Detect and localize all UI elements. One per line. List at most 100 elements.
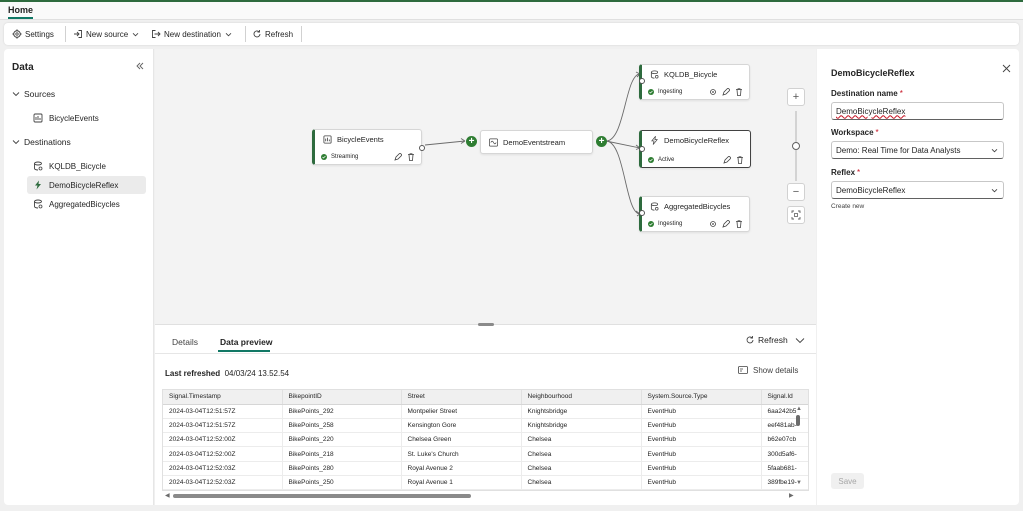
table-row[interactable]: 2024-03-04T12:52:03Z BikePoints_250 Royal … [163,475,808,490]
sidebar-item-kqldb-bicycle[interactable]: KQLDB_Bicycle [27,157,146,175]
node-title: KQLDB_Bicycle [650,70,717,79]
edit-icon[interactable] [723,156,731,164]
destination-node-aggregatedbicycles[interactable]: AggregatedBicycles Ingesting [639,196,750,232]
output-port[interactable] [419,145,425,151]
data-panel-title: Data [12,62,34,73]
table-cell: 300d5af6- [761,446,808,462]
last-refreshed-value: 04/03/24 13.52.54 [224,369,290,378]
zoom-in-button[interactable]: + [787,88,805,106]
vertical-scrollbar[interactable]: ▲ ▼ [796,404,802,490]
node-title-text: DemoEventstream [503,138,566,147]
sidebar-item-label: AggregatedBicycles [49,199,120,209]
settings-label: Settings [25,29,54,39]
ribbon-separator [65,26,66,42]
add-operation-icon[interactable]: + [466,136,477,147]
sidebar-item-label: BicycleEvents [49,113,99,123]
table-cell: EventHub [641,446,762,462]
tab-home[interactable]: Home [8,5,34,19]
scrollbar-thumb[interactable] [173,494,471,498]
input-port[interactable] [639,146,645,152]
settings-button[interactable]: Settings [12,28,54,40]
preview-refresh-button[interactable]: Refresh [745,335,788,345]
new-source-button[interactable]: New source [73,28,139,40]
database-icon [650,202,659,211]
ribbon-toolbar: Settings New source New destination Refr… [4,23,1019,45]
refresh-icon [252,29,262,39]
save-button[interactable]: Save [831,473,864,489]
delete-icon[interactable] [736,156,744,164]
destination-node-demobicyclereflex[interactable]: DemoBicycleReflex Active [639,130,751,168]
workspace-dropdown[interactable]: Demo: Real Time for Data Analysts [831,141,1004,159]
destination-name-field[interactable]: DemoBicycleReflex [831,102,1004,120]
column-header[interactable]: BikepointID [282,390,402,405]
sources-group-toggle[interactable]: Sources [12,88,55,100]
top-tab-bar: Home [0,0,1023,20]
table-row[interactable]: 2024-03-04T12:52:00Z BikePoints_218 St. Lu… [163,446,808,462]
edit-icon[interactable] [722,220,730,228]
delete-icon[interactable] [407,153,415,161]
scroll-left-icon[interactable]: ◀ [165,493,170,499]
edit-icon[interactable] [722,88,730,96]
reflex-dropdown[interactable]: DemoBicycleReflex [831,181,1004,199]
input-port[interactable] [639,210,645,216]
tab-details[interactable]: Details [172,337,198,347]
eventstream-canvas[interactable]: BicycleEvents Streaming + DemoEventstrea… [155,49,816,324]
scrollbar-thumb[interactable] [796,415,800,426]
tab-data-preview[interactable]: Data preview [220,337,273,347]
destination-node-kqldb-bicycle[interactable]: KQLDB_Bicycle Ingesting [639,64,750,100]
chevron-down-icon[interactable] [795,336,805,345]
table-row[interactable]: 2024-03-04T12:51:57Z BikePoints_258 Kensin… [163,418,808,434]
destinations-group-toggle[interactable]: Destinations [12,136,71,148]
show-details-button[interactable]: Show details [738,366,798,375]
fit-to-view-button[interactable] [787,206,805,224]
collapse-panel-icon[interactable] [135,61,145,71]
sidebar-item-demobicyclereflex[interactable]: DemoBicycleReflex [27,176,146,194]
refresh-button[interactable]: Refresh [252,28,293,40]
table-row[interactable]: 2024-03-04T12:52:03Z BikePoints_280 Royal … [163,461,808,476]
active-tab-indicator [218,350,270,352]
zoom-slider-thumb[interactable] [792,142,800,150]
new-destination-button[interactable]: New destination [151,28,232,40]
sidebar-item-aggregatedbicycles[interactable]: AggregatedBicycles [27,195,146,213]
scroll-down-icon[interactable]: ▼ [796,480,802,486]
label-text: Reflex [831,168,856,177]
zoom-slider[interactable] [791,111,801,181]
settings-gear-icon[interactable] [709,220,717,228]
add-destination-icon[interactable]: + [596,136,607,147]
sidebar-item-bicycleevents[interactable]: BicycleEvents [27,109,146,127]
scroll-up-icon[interactable]: ▲ [796,406,802,412]
sign-in-icon [73,29,83,39]
table-body: 2024-03-04T12:51:57Z BikePoints_292 Montpe… [163,404,808,490]
settings-gear-icon[interactable] [709,88,717,96]
zoom-out-button[interactable]: − [787,183,805,201]
node-title-text: KQLDB_Bicycle [664,70,718,79]
lightning-icon [33,180,43,190]
node-actions [709,88,743,96]
table-row[interactable]: 2024-03-04T12:52:00Z BikePoints_220 Chelse… [163,432,808,448]
edit-icon[interactable] [394,153,402,161]
last-refreshed: Last refreshed 04/03/24 13.52.54 [165,369,289,378]
destination-name-value: DemoBicycleReflex [836,106,906,116]
column-header[interactable]: Signal.Id [761,390,808,405]
column-header[interactable]: System.Source.Type [641,390,762,405]
required-marker: * [899,89,903,98]
database-icon [33,161,43,171]
source-node-bicycleevents[interactable]: BicycleEvents Streaming [312,129,422,165]
table-row[interactable]: 2024-03-04T12:51:57Z BikePoints_292 Montpe… [163,404,808,419]
delete-icon[interactable] [735,220,743,228]
create-new-link[interactable]: Create new [831,203,865,210]
column-header[interactable]: Signal.Timestamp [163,390,283,405]
table-cell: Royal Avenue 1 [401,475,522,490]
column-header[interactable]: Neighbourhood [521,390,642,405]
resize-handle[interactable] [478,323,494,326]
stream-node-demoeventstream[interactable]: DemoEventstream [480,130,593,154]
close-icon[interactable] [1002,64,1011,73]
horizontal-scrollbar[interactable]: ◀ ▶ [165,492,798,499]
table-icon [323,135,332,144]
scroll-right-icon[interactable]: ▶ [789,493,794,499]
delete-icon[interactable] [735,88,743,96]
column-header[interactable]: Street [401,390,522,405]
input-port[interactable] [639,78,645,84]
table-cell: EventHub [641,461,762,476]
show-details-label: Show details [753,366,799,375]
